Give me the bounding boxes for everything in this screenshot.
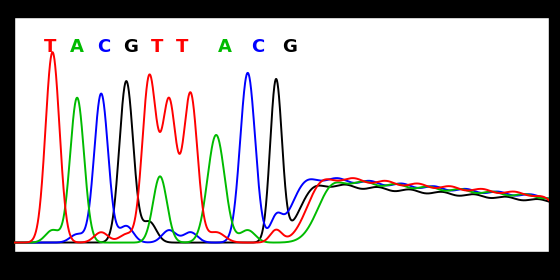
Text: T: T — [176, 38, 189, 56]
Text: A: A — [70, 38, 84, 56]
Text: A: A — [218, 38, 232, 56]
Text: T: T — [151, 38, 164, 56]
Text: G: G — [282, 38, 297, 56]
Text: C: C — [97, 38, 110, 56]
Text: C: C — [251, 38, 264, 56]
Text: G: G — [123, 38, 138, 56]
Text: T: T — [44, 38, 57, 56]
